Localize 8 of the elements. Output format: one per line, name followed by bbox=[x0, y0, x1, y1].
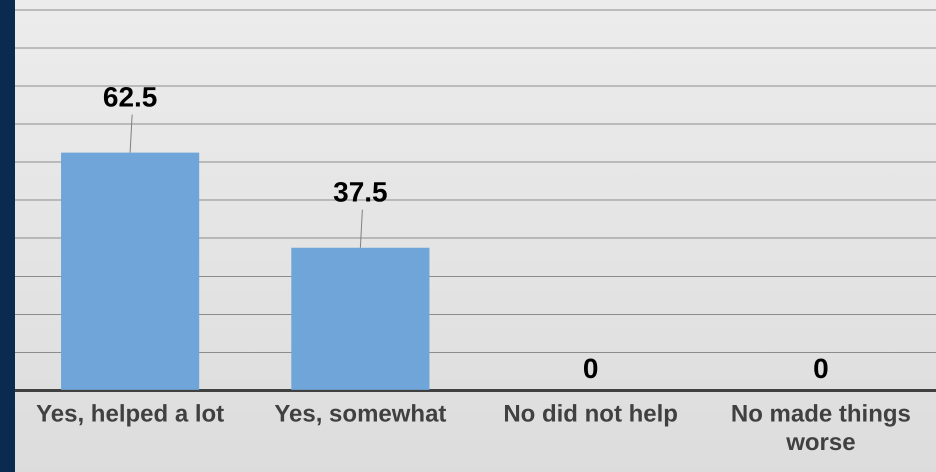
data-label: 0 bbox=[582, 353, 598, 384]
data-label: 0 bbox=[813, 353, 829, 384]
x-tick-label: No made things worse bbox=[730, 400, 911, 456]
x-tick-label: No did not help bbox=[503, 400, 678, 428]
data-label: 37.5 bbox=[333, 176, 388, 208]
data-label: 62.5 bbox=[102, 81, 158, 112]
x-tick-label: Yes, somewhat bbox=[274, 400, 446, 428]
x-tick-label: Yes, helped a lot bbox=[36, 400, 224, 428]
